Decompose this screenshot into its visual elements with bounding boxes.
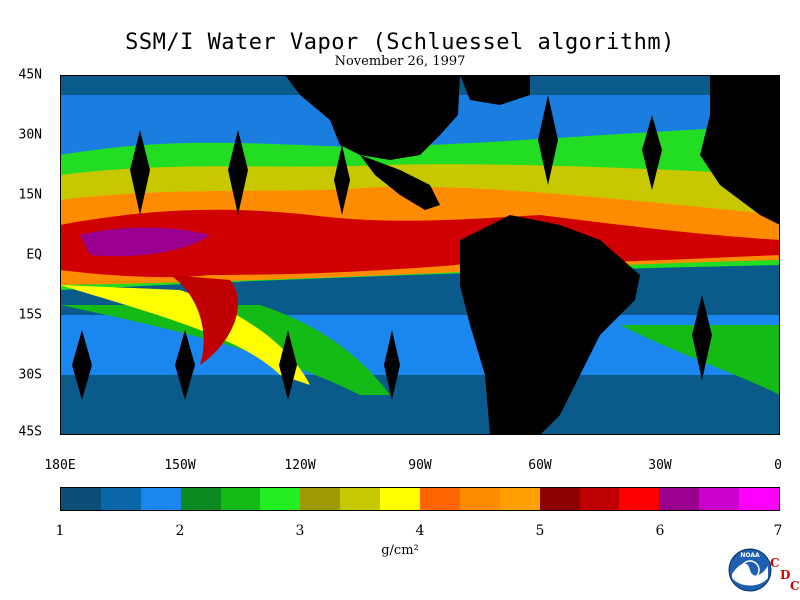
colorbar-segment bbox=[659, 488, 700, 510]
colorbar-segment bbox=[499, 488, 540, 510]
colorbar-segment bbox=[739, 488, 780, 510]
swath-gap bbox=[642, 115, 662, 190]
swath-gap bbox=[130, 130, 150, 215]
colorbar-segment bbox=[61, 488, 101, 510]
colorbar-tick-label: 5 bbox=[535, 523, 545, 539]
cdc-letter: C bbox=[770, 556, 780, 570]
lat-label: 45N bbox=[18, 67, 42, 83]
central-america bbox=[360, 155, 440, 210]
colorbar-segment bbox=[619, 488, 660, 510]
colorbar-segment bbox=[220, 488, 261, 510]
lat-label: 15N bbox=[18, 187, 42, 203]
colorbar bbox=[60, 487, 780, 511]
svg-text:NOAA: NOAA bbox=[740, 552, 760, 559]
units-label: g/cm² bbox=[381, 543, 419, 558]
colorbar-segment bbox=[340, 488, 381, 510]
lat-label: 30S bbox=[18, 367, 42, 383]
cdc-letter: D bbox=[780, 568, 791, 582]
lat-label: 15S bbox=[18, 307, 42, 323]
colorbar-segment bbox=[539, 488, 580, 510]
colorbar-segment bbox=[260, 488, 301, 510]
green-band-south bbox=[60, 305, 390, 395]
lon-label: 180E bbox=[44, 458, 76, 473]
south-america bbox=[460, 215, 640, 435]
colorbar-segment bbox=[459, 488, 500, 510]
africa bbox=[700, 75, 780, 225]
colorbar-tick-label: 2 bbox=[175, 523, 185, 539]
colorbar-tick-label: 6 bbox=[655, 523, 665, 539]
swath-gap bbox=[384, 330, 400, 400]
colorbar-segment bbox=[579, 488, 620, 510]
lon-label: 60W bbox=[528, 458, 552, 473]
colorbar-segment bbox=[100, 488, 141, 510]
noaa-emblem-icon: NOAA bbox=[728, 548, 772, 592]
colorbar-tick-label: 3 bbox=[295, 523, 305, 539]
colorbar-tick-label: 4 bbox=[415, 523, 425, 539]
colorbar-segment bbox=[380, 488, 421, 510]
map-date: November 26, 1997 bbox=[334, 54, 466, 69]
swath-gap bbox=[175, 330, 195, 400]
noaa-logo: NOAA bbox=[728, 548, 772, 592]
spcz-band bbox=[170, 275, 239, 365]
lon-label: 120W bbox=[284, 458, 316, 473]
lat-label: EQ bbox=[26, 247, 42, 263]
water-vapor-map bbox=[60, 75, 780, 435]
swath-gap bbox=[692, 295, 712, 380]
north-america-east bbox=[460, 75, 530, 105]
lon-label: 150W bbox=[164, 458, 196, 473]
colorbar-segment bbox=[180, 488, 221, 510]
map-canvas bbox=[60, 75, 780, 435]
colorbar-segment bbox=[699, 488, 740, 510]
colorbar-tick-label: 1 bbox=[55, 523, 65, 539]
map-title: SSM/I Water Vapor (Schluessel algorithm) bbox=[125, 30, 675, 55]
swath-gap bbox=[538, 95, 558, 185]
swath-gap bbox=[334, 145, 350, 215]
swath-gap bbox=[279, 330, 297, 400]
swath-gap bbox=[228, 130, 248, 215]
map-frame bbox=[60, 75, 780, 435]
colorbar-segment bbox=[300, 488, 341, 510]
colorbar-segment bbox=[420, 488, 460, 510]
swath-gap bbox=[72, 330, 92, 400]
cdc-letter: C bbox=[790, 579, 800, 593]
itcz-peak bbox=[80, 227, 210, 257]
north-america bbox=[285, 75, 460, 160]
lat-label: 30N bbox=[18, 127, 42, 143]
lat-label: 45S bbox=[18, 424, 42, 440]
colorbar-segment bbox=[140, 488, 181, 510]
colorbar-tick-label: 7 bbox=[773, 523, 783, 539]
lon-label: 90W bbox=[408, 458, 432, 473]
lon-label: 30W bbox=[648, 458, 672, 473]
lon-label: 0 bbox=[774, 458, 782, 473]
